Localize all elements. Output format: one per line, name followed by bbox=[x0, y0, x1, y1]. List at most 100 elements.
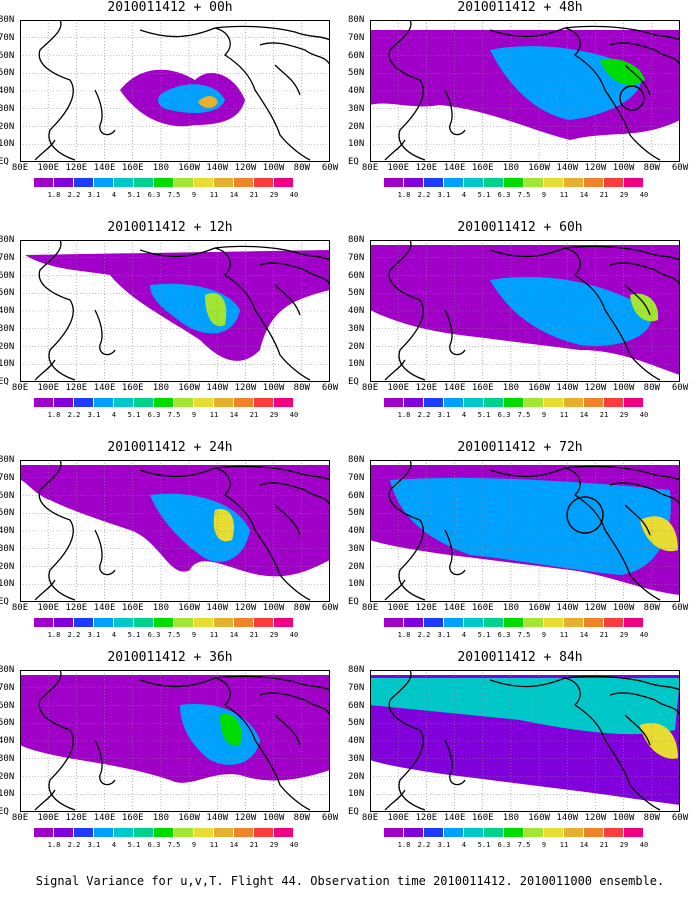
lon-tick-label: 80W bbox=[643, 383, 660, 393]
lat-tick-label: 30N bbox=[0, 543, 15, 554]
colorbar-swatch bbox=[444, 398, 464, 407]
lat-tick-label: EQ bbox=[0, 157, 9, 167]
colorbar-swatch bbox=[234, 618, 254, 627]
lon-tick-label: 80W bbox=[293, 813, 310, 823]
lon-tick-label: 140W bbox=[556, 163, 579, 173]
lon-tick-label: 140E bbox=[443, 603, 466, 613]
colorbar-labels: 1.8 2.2 3.1 4 5.1 6.3 7.5 9 11 14 21 29 40 bbox=[34, 191, 299, 201]
lon-tick-label: 120W bbox=[234, 163, 257, 173]
map-border bbox=[370, 20, 680, 162]
colorbar-swatch bbox=[154, 178, 174, 187]
colorbar-label: 6.3 bbox=[497, 191, 511, 199]
lat-tick-label: 20N bbox=[348, 121, 365, 132]
lat-tick-label: 50N bbox=[0, 68, 15, 79]
lat-tick-label: 80N bbox=[348, 665, 365, 675]
coastline bbox=[259, 692, 331, 716]
colorbar-swatch bbox=[254, 618, 274, 627]
lon-tick-label: 180 bbox=[502, 603, 520, 613]
lon-tick-label: 60W bbox=[671, 383, 689, 393]
colorbar-label: 1.8 bbox=[47, 191, 61, 199]
colorbar-swatch bbox=[34, 398, 54, 407]
lon-tick-label: 160W bbox=[178, 163, 200, 173]
colorbar-swatch bbox=[504, 178, 524, 187]
colorbar-swatch bbox=[544, 618, 564, 627]
colorbar-swatch bbox=[234, 178, 254, 187]
lon-tick-label: 100W bbox=[262, 813, 285, 823]
coastline bbox=[274, 714, 301, 746]
lat-tick-label: 30N bbox=[348, 543, 365, 554]
coastline bbox=[214, 675, 331, 691]
colorbar-swatch bbox=[94, 178, 114, 187]
colorbar-label: 14 bbox=[579, 191, 589, 199]
colorbar-swatch bbox=[94, 398, 114, 407]
colorbar-label: 14 bbox=[579, 631, 589, 639]
colorbar-label: 1.8 bbox=[47, 841, 61, 849]
colorbar-label: 2.2 bbox=[417, 841, 431, 849]
lat-tick-label: 20N bbox=[348, 341, 365, 352]
colorbar-label: 11 bbox=[559, 411, 569, 419]
lat-tick-label: 20N bbox=[0, 121, 15, 132]
colorbar-label: 40 bbox=[289, 841, 299, 849]
colorbar-swatch bbox=[564, 178, 584, 187]
colorbar bbox=[384, 398, 644, 407]
colorbar-swatch bbox=[524, 398, 544, 407]
colorbar-swatch bbox=[134, 618, 154, 627]
colorbar-swatch bbox=[134, 178, 154, 187]
coastline bbox=[609, 482, 681, 506]
lon-tick-label: 140W bbox=[206, 383, 229, 393]
colorbar-label: 3.1 bbox=[87, 841, 101, 849]
lon-tick-label: 120E bbox=[415, 383, 438, 393]
colorbar-label: 4 bbox=[461, 631, 467, 639]
coastline bbox=[609, 692, 681, 716]
colorbar-label: 1.8 bbox=[397, 191, 411, 199]
lat-tick-label: 80N bbox=[348, 15, 365, 25]
colorbar-labels: 1.8 2.2 3.1 4 5.1 6.3 7.5 9 11 14 21 29 40 bbox=[34, 631, 299, 641]
lat-tick-label: 80N bbox=[0, 235, 15, 245]
colorbar-label: 9 bbox=[191, 411, 197, 419]
colorbar-swatch bbox=[544, 178, 564, 187]
lat-tick-label: 60N bbox=[348, 50, 365, 61]
map-border bbox=[370, 460, 680, 602]
colorbar-label: 21 bbox=[249, 631, 259, 639]
colorbar-swatch bbox=[564, 618, 584, 627]
colorbar-label: 29 bbox=[619, 191, 629, 199]
colorbar-label: 21 bbox=[249, 191, 259, 199]
coastline bbox=[259, 482, 331, 506]
colorbar-swatch bbox=[604, 828, 624, 837]
colorbar-label: 21 bbox=[249, 411, 259, 419]
lon-tick-label: 140W bbox=[206, 603, 229, 613]
colorbar-label: 6.3 bbox=[147, 411, 161, 419]
lon-tick-label: 100W bbox=[612, 383, 635, 393]
colorbar-swatch bbox=[384, 828, 404, 837]
colorbar-swatch bbox=[174, 398, 194, 407]
lat-tick-label: 10N bbox=[348, 359, 365, 370]
lon-tick-label: 160E bbox=[121, 163, 144, 173]
colorbar-label: 6.3 bbox=[147, 631, 161, 639]
colorbar-label: 6.3 bbox=[497, 411, 511, 419]
lat-tick-label: 50N bbox=[0, 508, 15, 519]
lon-tick-label: 160W bbox=[528, 603, 550, 613]
colorbar-label: 2.2 bbox=[67, 191, 81, 199]
colorbar-label: 40 bbox=[289, 191, 299, 199]
lon-tick-label: 160E bbox=[121, 603, 144, 613]
colorbar-label: 7.5 bbox=[167, 841, 181, 849]
colorbar-label: 2.2 bbox=[67, 411, 81, 419]
colorbar-label: 5.1 bbox=[127, 191, 141, 199]
colorbar-label: 3.1 bbox=[437, 411, 451, 419]
lat-tick-label: 70N bbox=[348, 472, 365, 483]
variance-shading bbox=[213, 509, 235, 542]
colorbar-label: 7.5 bbox=[167, 191, 181, 199]
coastline bbox=[444, 529, 466, 576]
lat-tick-label: 50N bbox=[348, 288, 365, 299]
coastline bbox=[139, 467, 311, 601]
colorbar-label: 40 bbox=[639, 411, 649, 419]
lon-tick-label: 80E bbox=[361, 163, 379, 173]
colorbar-swatch bbox=[524, 178, 544, 187]
colorbar-label: 7.5 bbox=[167, 631, 181, 639]
colorbar-swatch bbox=[194, 398, 214, 407]
colorbar-label: 14 bbox=[229, 631, 239, 639]
lat-tick-label: 20N bbox=[0, 341, 15, 352]
observation-region-circle bbox=[619, 85, 645, 111]
colorbar-swatch bbox=[134, 828, 154, 837]
lon-tick-label: 80W bbox=[643, 813, 660, 823]
